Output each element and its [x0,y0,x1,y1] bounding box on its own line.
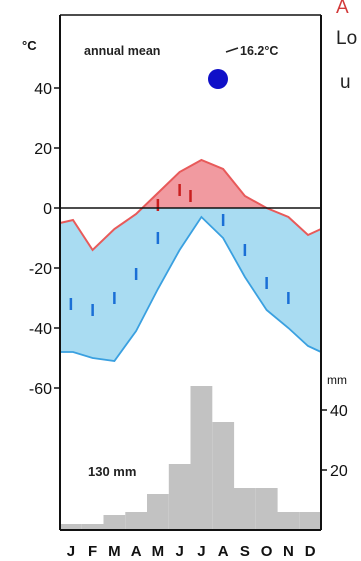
precip-bar [277,512,300,530]
left-tick-label: -60 [29,381,52,398]
side-text-line1: Lo [336,28,358,49]
precip-bar [103,515,126,530]
left-tick-label: 0 [43,201,52,218]
month-label: F [88,543,97,560]
month-label: N [283,543,294,560]
annual-mean-label: annual mean [84,44,160,58]
cold-area [60,208,321,361]
month-label: J [67,543,75,560]
max-temp-line [59,158,322,252]
precip-bar [190,386,213,530]
month-label: A [218,543,229,560]
side-text-line2: u [340,72,351,93]
min-temp-line [60,215,322,362]
annual-mean-marker [208,69,228,89]
month-label: M [152,543,165,560]
precip-bar [81,524,104,530]
annual-mean-value: 16.2°C [240,44,278,58]
month-label: O [261,543,273,560]
right-tick-label: 20 [330,463,348,480]
labels: 40 20 0 -20 -40 -60 °C 40 20 mm annual mean 16.2°C 1… [22,38,348,560]
precip-bar [147,494,169,530]
left-tick-label: -20 [29,261,52,278]
precipitation-plot [60,386,322,530]
precip-bar [125,512,148,530]
month-label: A [131,543,142,560]
warm-area [60,160,321,208]
right-unit-label: mm [327,373,347,387]
precip-bar [255,488,278,530]
side-text-red: A [336,0,349,18]
month-label: J [175,543,183,560]
precip-bar [60,524,82,530]
precip-total-label: 130 mm [88,464,136,479]
left-tick-label: 20 [34,141,52,158]
precip-bar [168,464,191,530]
left-unit-label: °C [22,38,37,53]
precip-bar [212,422,235,530]
month-label: M [108,543,121,560]
axes [54,14,327,531]
month-label: J [197,543,205,560]
precip-bar [299,512,322,530]
left-tick-label: -40 [29,321,52,338]
month-label: S [240,543,250,560]
temperature-plot [59,158,322,362]
right-tick-label: 40 [330,403,348,420]
month-label: D [305,543,316,560]
annual-mean-leader [225,47,239,53]
left-tick-label: 40 [34,81,52,98]
precip-bar [234,488,256,530]
